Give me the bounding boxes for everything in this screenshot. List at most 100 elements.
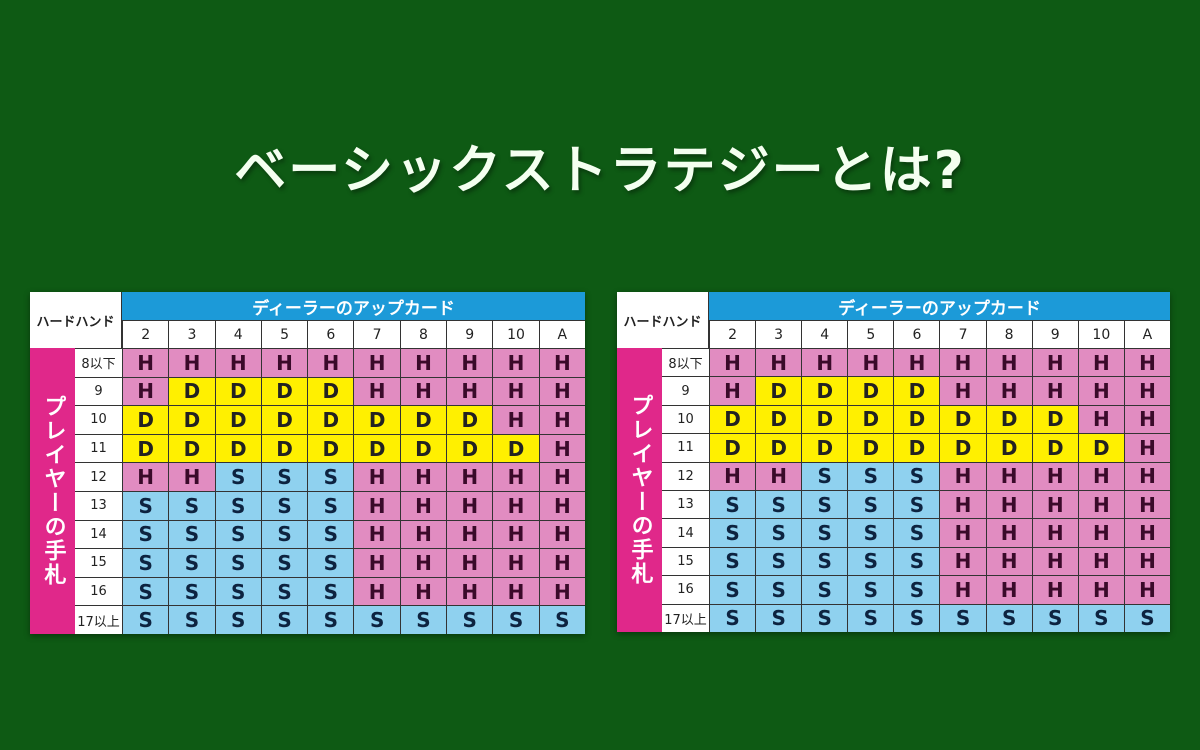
- column-header: 7: [939, 320, 986, 348]
- strategy-cell: H: [399, 491, 447, 520]
- strategy-cell: D: [168, 405, 215, 434]
- strategy-cell: S: [353, 605, 400, 634]
- strategy-cell: S: [214, 519, 261, 549]
- strategy-cell: D: [446, 405, 493, 434]
- strategy-cell: H: [446, 348, 493, 377]
- strategy-cell: D: [260, 405, 308, 434]
- strategy-cell: S: [709, 575, 756, 604]
- strategy-cell: H: [399, 462, 447, 491]
- strategy-cell: S: [260, 576, 308, 606]
- row-header: 10: [75, 405, 122, 434]
- column-header: 10: [1077, 320, 1124, 348]
- column-header: 9: [446, 320, 493, 348]
- strategy-cell: H: [1123, 376, 1170, 405]
- dealer-upcard-header: ディーラーのアップカード: [709, 292, 1170, 320]
- row-header: 9: [75, 376, 122, 406]
- strategy-cell: D: [1077, 433, 1124, 462]
- strategy-cell: H: [1031, 461, 1078, 490]
- strategy-cell: H: [492, 376, 539, 406]
- strategy-cell: H: [985, 546, 1032, 576]
- strategy-cell: H: [1123, 404, 1170, 434]
- strategy-cell: D: [847, 433, 894, 462]
- strategy-cell: H: [538, 405, 585, 434]
- strategy-cell: S: [893, 575, 940, 604]
- strategy-cell: H: [353, 376, 400, 406]
- strategy-cell: S: [847, 489, 894, 519]
- strategy-cell: D: [260, 376, 308, 406]
- strategy-cell: H: [538, 548, 585, 577]
- strategy-cell: S: [307, 605, 354, 634]
- strategy-cell: H: [985, 518, 1032, 547]
- strategy-cell: H: [985, 376, 1032, 405]
- strategy-cell: H: [538, 491, 585, 520]
- strategy-cell: D: [168, 376, 215, 406]
- strategy-cell: S: [893, 489, 940, 519]
- strategy-cell: D: [307, 405, 354, 434]
- strategy-cell: D: [1031, 404, 1078, 434]
- strategy-cell: D: [893, 404, 940, 434]
- strategy-cell: H: [492, 576, 539, 606]
- strategy-cell: S: [709, 546, 756, 576]
- strategy-cell: H: [1077, 461, 1124, 490]
- column-header: 4: [214, 320, 261, 348]
- column-header: 9: [1031, 320, 1078, 348]
- strategy-cell: S: [801, 603, 848, 632]
- strategy-cell: H: [492, 548, 539, 577]
- strategy-cell: D: [709, 433, 756, 462]
- row-header: 13: [662, 489, 709, 519]
- strategy-cell: S: [893, 461, 940, 490]
- column-header: 8: [985, 320, 1032, 348]
- column-header: 6: [307, 320, 354, 348]
- strategy-cell: S: [709, 603, 756, 632]
- row-header: 11: [662, 433, 709, 462]
- strategy-cell: S: [260, 548, 308, 577]
- strategy-cell: H: [1123, 518, 1170, 547]
- strategy-cell: D: [985, 433, 1032, 462]
- strategy-cell: D: [755, 404, 802, 434]
- strategy-cell: H: [939, 546, 986, 576]
- strategy-cell: H: [538, 462, 585, 491]
- row-header: 13: [75, 491, 122, 520]
- strategy-cell: D: [893, 376, 940, 405]
- strategy-cell: S: [847, 546, 894, 576]
- strategy-cell: S: [260, 462, 308, 491]
- strategy-cell: S: [985, 603, 1032, 632]
- strategy-cell: H: [492, 491, 539, 520]
- strategy-cell: H: [399, 376, 447, 406]
- strategy-cell: H: [538, 348, 585, 377]
- strategy-cell: H: [492, 462, 539, 491]
- strategy-cell: S: [122, 519, 169, 549]
- column-header: A: [1123, 320, 1170, 348]
- strategy-cell: H: [168, 462, 215, 491]
- row-header: 15: [662, 546, 709, 576]
- strategy-cell: H: [1031, 546, 1078, 576]
- strategy-cell: H: [260, 348, 308, 377]
- strategy-cell: H: [214, 348, 261, 377]
- strategy-cell: D: [399, 405, 447, 434]
- strategy-cell: S: [755, 575, 802, 604]
- column-header: A: [538, 320, 585, 348]
- column-header: 2: [122, 320, 169, 348]
- strategy-cell: S: [801, 461, 848, 490]
- strategy-cell: D: [893, 433, 940, 462]
- strategy-cell: S: [214, 491, 261, 520]
- column-header: 5: [847, 320, 894, 348]
- strategy-cell: H: [755, 348, 802, 377]
- strategy-cell: D: [709, 404, 756, 434]
- strategy-cell: S: [755, 518, 802, 547]
- strategy-cell: H: [1077, 489, 1124, 519]
- strategy-cell: H: [446, 519, 493, 549]
- strategy-cell: S: [214, 462, 261, 491]
- strategy-cell: H: [985, 461, 1032, 490]
- strategy-cell: S: [122, 491, 169, 520]
- strategy-cell: S: [214, 548, 261, 577]
- strategy-cell: D: [847, 404, 894, 434]
- strategy-cell: S: [260, 605, 308, 634]
- player-hand-label: プレイヤーの手札: [617, 348, 662, 632]
- strategy-cell: S: [847, 575, 894, 604]
- strategy-cell: H: [353, 548, 400, 577]
- row-header: 12: [662, 461, 709, 490]
- column-header: 8: [399, 320, 447, 348]
- strategy-cell: D: [985, 404, 1032, 434]
- strategy-cell: D: [801, 404, 848, 434]
